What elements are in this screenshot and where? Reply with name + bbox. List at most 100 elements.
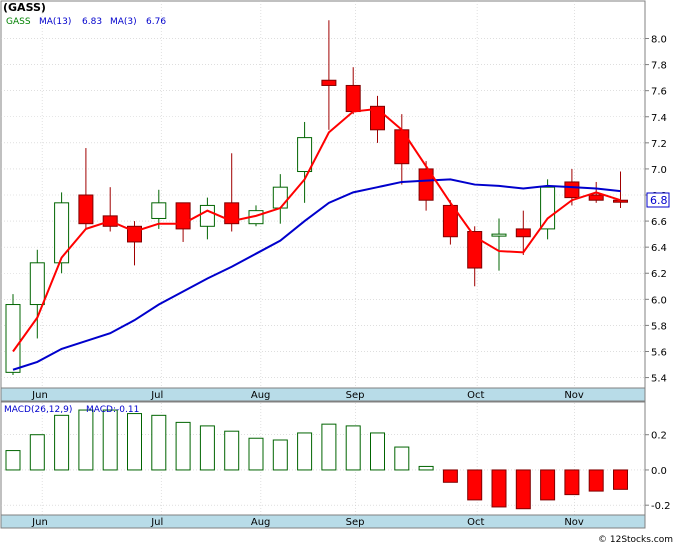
candle-body (297, 137, 313, 173)
macd-bar (248, 437, 264, 471)
price-tick-label: 6.0 (651, 295, 667, 306)
candle-body (199, 204, 215, 227)
macd-bar (467, 469, 483, 501)
macd-tick-label: 0.0 (651, 466, 667, 477)
macd-axis: 0.2 0.0 -0.2 (645, 431, 671, 512)
macd-x-tick-label: Sep (346, 517, 365, 528)
macd-bar (345, 425, 361, 471)
macd-x-tick-label: Jul (150, 517, 163, 528)
price-tick-label: 7.2 (651, 139, 667, 150)
macd-tick-label: -0.2 (651, 501, 671, 512)
candle-body (78, 194, 94, 225)
macd-bar (370, 432, 385, 471)
macd-bar (102, 409, 118, 471)
macd-x-tick-label: Nov (564, 517, 584, 528)
price-tick-label: 5.4 (651, 374, 667, 385)
candle-body (54, 202, 70, 264)
price-tick-label: 7.6 (651, 87, 667, 98)
macd-bar (297, 432, 313, 471)
candle-body (564, 181, 580, 199)
price-x-axis-band (0, 387, 646, 402)
ma3-line (12, 107, 621, 353)
macd-bar (418, 465, 434, 471)
macd-bar (127, 413, 142, 471)
price-axis: 5.4 5.6 5.8 6.0 6.2 6.4 6.6 6.8 7.0 7.2 7.4 7.6 7.8 8… (645, 35, 667, 385)
candles (5, 20, 628, 375)
macd-x-tick-label: Aug (251, 517, 271, 528)
legend-symbol: GASS (6, 17, 31, 27)
macd-bar (442, 469, 458, 483)
candle-body (467, 231, 483, 269)
legend-ma3-label: MA(3) (110, 17, 137, 27)
price-x-tick-label: Oct (467, 390, 484, 401)
macd-bar (540, 469, 556, 501)
macd-bar (78, 409, 94, 471)
macd-bar (29, 434, 45, 471)
macd-bar (564, 469, 580, 496)
candle-body (151, 202, 167, 219)
macd-bar (272, 439, 288, 471)
macd-bar (5, 450, 21, 471)
macd-bar (224, 430, 240, 471)
price-tick-label: 7.0 (651, 165, 667, 176)
legend-ma13-value: 6.83 (82, 17, 102, 27)
macd-x-axis-band (0, 514, 646, 529)
candle-body (5, 304, 21, 373)
candle-body (540, 186, 556, 230)
macd-bar (515, 469, 531, 510)
candle-body (394, 129, 410, 165)
candle-body (418, 168, 434, 201)
legend-ma13-label: MA(13) (39, 17, 71, 27)
candle-body (442, 204, 458, 238)
ma13-line (12, 178, 621, 371)
candle-body (345, 84, 361, 113)
candle-body (321, 79, 337, 86)
price-tick-label: 7.8 (651, 61, 667, 72)
legend-ma3-value: 6.76 (146, 17, 166, 27)
price-x-tick-label: Nov (564, 390, 584, 401)
macd-x-tick-label: Oct (467, 517, 484, 528)
last-price-label: 6.8 (650, 194, 668, 207)
macd-bar (394, 446, 410, 471)
price-x-tick-label: Aug (251, 390, 271, 401)
price-panel (0, 0, 646, 389)
price-x-tick-label: Sep (346, 390, 365, 401)
candle-body (588, 194, 604, 201)
macd-bar (199, 425, 215, 471)
price-tick-label: 5.6 (651, 347, 667, 358)
macd-tick-label: 0.2 (651, 431, 667, 442)
chart-title: (GASS) (3, 1, 46, 14)
price-grid (1, 1, 645, 388)
macd-bar (613, 469, 628, 490)
macd-legend-label: MACD(26,12,9) (4, 405, 72, 415)
price-tick-label: 6.2 (651, 269, 667, 280)
candle-body (613, 199, 628, 203)
price-x-tick-label: Jun (31, 390, 48, 401)
price-tick-label: 5.8 (651, 321, 667, 332)
macd-x-axis: Jun Jul Aug Sep Oct Nov (31, 517, 584, 528)
macd-bar (151, 414, 167, 471)
candle-body (224, 202, 240, 225)
macd-bars (5, 409, 628, 510)
price-x-axis: Jun Jul Aug Sep Oct Nov (31, 390, 584, 401)
candle-body (491, 233, 507, 237)
candle-body (175, 202, 191, 230)
price-tick-label: 8.0 (651, 35, 667, 46)
macd-bar (175, 421, 191, 471)
macd-bar (54, 414, 70, 471)
moving-average-lines (12, 107, 621, 371)
price-tick-label: 7.4 (651, 113, 667, 124)
footer-watermark: © 12Stocks.com (598, 535, 673, 545)
macd-x-tick-label: Jun (31, 517, 48, 528)
macd-bar (491, 469, 507, 508)
price-tick-label: 6.4 (651, 243, 667, 254)
price-tick-label: 6.6 (651, 217, 667, 228)
macd-legend-value: MACD:-0.11 (86, 405, 139, 415)
candle-body (29, 262, 45, 306)
candle-body (272, 186, 288, 209)
price-x-tick-label: Jul (150, 390, 163, 401)
candle-body (515, 228, 531, 238)
macd-bar (321, 423, 337, 471)
last-price-box (646, 192, 670, 208)
